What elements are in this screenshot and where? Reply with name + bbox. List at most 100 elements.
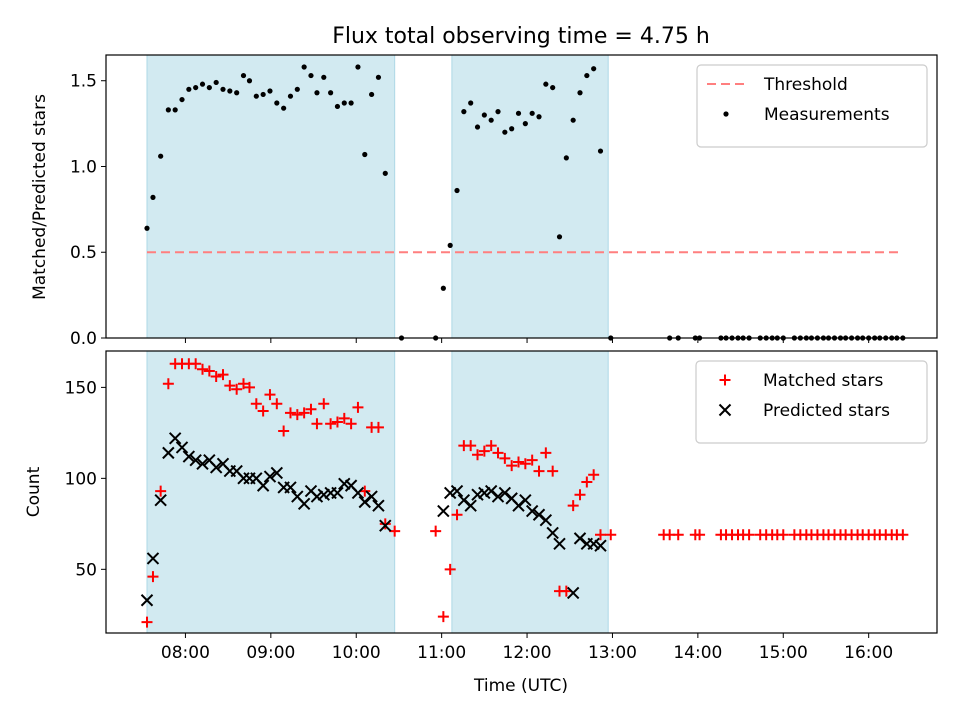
predicted-stars-point	[154, 493, 167, 507]
predicted-stars-point	[209, 461, 223, 474]
matched-stars-point	[437, 611, 449, 623]
measurements-point	[577, 90, 583, 96]
measurements-point	[234, 90, 240, 96]
matched-stars-point	[231, 383, 243, 395]
x-tick-label: 12:00	[503, 643, 552, 663]
measurements-point	[150, 194, 156, 200]
measurements-point	[274, 100, 280, 106]
measurements-point	[495, 109, 501, 115]
measurements-point	[314, 90, 320, 96]
y-tick-label: 1.0	[70, 157, 97, 177]
chart-title: Flux total observing time = 4.75 h	[332, 24, 710, 49]
matched-stars-point	[451, 509, 463, 521]
predicted-stars-point	[372, 499, 385, 512]
matched-stars-point	[155, 485, 167, 497]
measurements-point	[382, 170, 388, 176]
matched-stars-point	[217, 369, 229, 381]
measurements-point	[165, 107, 171, 113]
legend-label: Matched stars	[763, 371, 883, 391]
count-panel-frame	[105, 350, 938, 634]
count-panel-legend: Matched stars Predicted stars	[695, 360, 928, 444]
matched-stars-point	[190, 358, 202, 370]
predicted-stars-point	[539, 513, 553, 527]
matched-stars-point	[672, 529, 684, 541]
predicted-stars-point	[140, 594, 154, 607]
measurements-point	[213, 79, 219, 86]
x-tick-label: 13:00	[588, 643, 637, 663]
measurements-point	[570, 117, 576, 123]
predicted-stars-point	[519, 493, 532, 507]
matched-stars-point	[271, 398, 283, 410]
measurements-point	[281, 105, 287, 111]
predicted-stars-point	[331, 486, 344, 500]
x-axis-label: Time (UTC)	[473, 676, 568, 696]
measurements-point	[321, 74, 327, 80]
y-tick-label: 100	[65, 469, 97, 489]
measurements-point	[341, 100, 347, 106]
matched-stars-point	[472, 449, 484, 461]
matched-stars-point	[444, 563, 456, 575]
predicted-stars-point	[284, 481, 297, 494]
measurements-point	[474, 124, 481, 130]
legend-measurements-swatch	[723, 111, 729, 117]
matched-stars-point	[430, 525, 442, 537]
matched-stars-point	[250, 398, 262, 410]
matched-stars-point	[210, 370, 222, 382]
measurements-point	[267, 88, 273, 94]
measurements-point	[227, 88, 233, 94]
matched-stars-point	[197, 363, 209, 375]
measurements-point	[536, 114, 542, 120]
matched-stars-point	[298, 407, 310, 419]
x-tick-label: 11:00	[417, 643, 466, 663]
matched-stars-point	[379, 518, 391, 530]
legend-predicted-stars-swatch	[718, 403, 732, 417]
ratio-panel-frame	[105, 54, 938, 339]
observing-window-band	[146, 54, 396, 339]
matched-stars-point	[224, 380, 236, 392]
matched-stars-point	[526, 454, 538, 466]
matched-stars-point	[492, 447, 504, 459]
matched-stars-point	[278, 425, 290, 437]
measurements-point	[597, 148, 604, 154]
y-tick-label: 150	[65, 378, 97, 398]
matched-stars-point	[605, 529, 617, 541]
measurements-point	[556, 234, 563, 240]
matched-stars-point	[581, 476, 593, 488]
x-tick-label: 10:00	[332, 643, 381, 663]
y-tick-label: 1.5	[70, 72, 97, 92]
measurements-point	[502, 129, 508, 135]
measurements-point	[193, 84, 199, 91]
measurements-point	[179, 96, 185, 103]
measurements-point	[584, 72, 590, 79]
measurements-point	[199, 81, 206, 87]
predicted-stars-point	[189, 453, 202, 467]
measurements-point	[220, 86, 226, 92]
measurements-point	[334, 103, 341, 110]
predicted-stars-point	[162, 446, 175, 460]
matched-stars-point	[519, 458, 531, 470]
matched-stars-point	[595, 529, 606, 541]
matched-stars-point	[485, 440, 497, 452]
measurements-point	[509, 126, 515, 132]
matched-stars-point	[147, 571, 159, 583]
measurements-point	[158, 153, 164, 159]
measurements-point	[172, 107, 178, 113]
predicted-stars-point	[491, 490, 505, 503]
matched-stars-point	[203, 365, 215, 377]
predicted-stars-point	[379, 519, 392, 532]
predicted-stars-point	[256, 479, 270, 492]
matched-stars-point	[694, 529, 706, 541]
matched-stars-point	[533, 465, 545, 477]
measurements-point	[488, 117, 494, 123]
measurements-point	[550, 84, 556, 91]
legend-matched-stars-swatch	[719, 374, 731, 386]
matched-stars-point	[141, 616, 153, 628]
predicted-stars-point	[168, 432, 182, 445]
y-tick-label: 50	[75, 560, 97, 580]
matched-stars-point	[345, 418, 357, 430]
matched-stars-point	[389, 525, 401, 537]
measurements-point	[461, 109, 467, 115]
measurements-point	[522, 121, 528, 127]
predicted-stars-point	[270, 466, 284, 480]
